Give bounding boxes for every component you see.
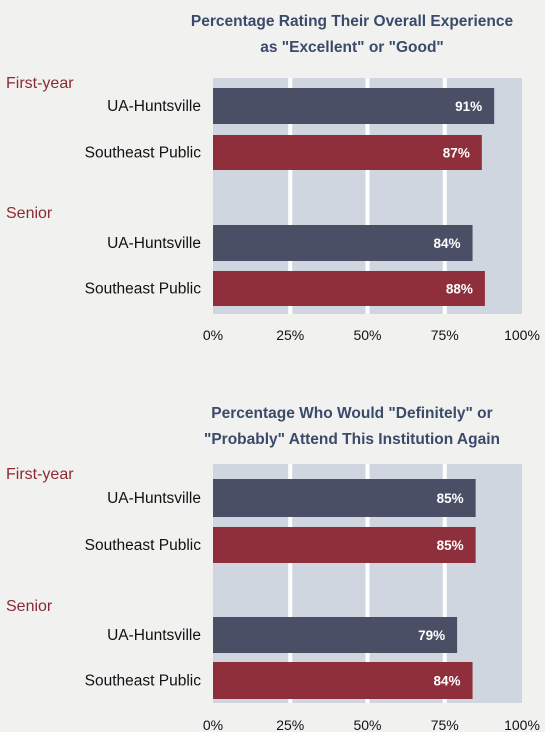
chart-title-line: Percentage Rating Their Overall Experien… bbox=[191, 13, 514, 30]
chart-title-line: as "Excellent" or "Good" bbox=[260, 39, 444, 56]
data-label: 85% bbox=[437, 491, 464, 506]
group-label: First-year bbox=[6, 466, 74, 483]
x-tick-label: 25% bbox=[276, 327, 304, 343]
group-label: Senior bbox=[6, 205, 53, 222]
category-label: UA-Huntsville bbox=[107, 627, 201, 644]
x-tick-label: 100% bbox=[504, 327, 540, 343]
category-label: UA-Huntsville bbox=[107, 235, 201, 252]
bar bbox=[213, 88, 495, 124]
bar bbox=[213, 662, 473, 699]
x-tick-label: 100% bbox=[504, 717, 540, 732]
data-label: 88% bbox=[446, 282, 473, 297]
x-tick-label: 50% bbox=[353, 717, 381, 732]
category-label: Southeast Public bbox=[85, 281, 202, 298]
bar bbox=[213, 617, 458, 653]
data-label: 84% bbox=[434, 674, 461, 689]
chart-title-line: "Probably" Attend This Institution Again bbox=[204, 431, 500, 448]
bar bbox=[213, 271, 485, 306]
chart-2: Percentage Who Would "Definitely" or "Pro… bbox=[6, 405, 540, 732]
bar bbox=[213, 479, 476, 517]
group-label: Senior bbox=[6, 598, 53, 615]
chart-1: Percentage Rating Their Overall Experien… bbox=[6, 13, 540, 343]
data-label: 79% bbox=[418, 628, 445, 643]
data-label: 84% bbox=[434, 236, 461, 251]
chart-title-line: Percentage Who Would "Definitely" or bbox=[211, 405, 492, 422]
category-label: Southeast Public bbox=[85, 673, 202, 690]
data-label: 87% bbox=[443, 146, 470, 161]
bar bbox=[213, 527, 476, 563]
x-tick-label: 50% bbox=[353, 327, 381, 343]
x-tick-label: 25% bbox=[276, 717, 304, 732]
data-label: 91% bbox=[455, 99, 482, 114]
bar bbox=[213, 135, 482, 170]
bar bbox=[213, 225, 473, 261]
category-label: UA-Huntsville bbox=[107, 98, 201, 115]
x-tick-label: 0% bbox=[203, 327, 223, 343]
category-label: Southeast Public bbox=[85, 537, 202, 554]
data-label: 85% bbox=[437, 538, 464, 553]
x-tick-label: 75% bbox=[431, 717, 459, 732]
x-tick-label: 75% bbox=[431, 327, 459, 343]
category-label: Southeast Public bbox=[85, 145, 202, 162]
group-label: First-year bbox=[6, 75, 74, 92]
x-tick-label: 0% bbox=[203, 717, 223, 732]
category-label: UA-Huntsville bbox=[107, 490, 201, 507]
